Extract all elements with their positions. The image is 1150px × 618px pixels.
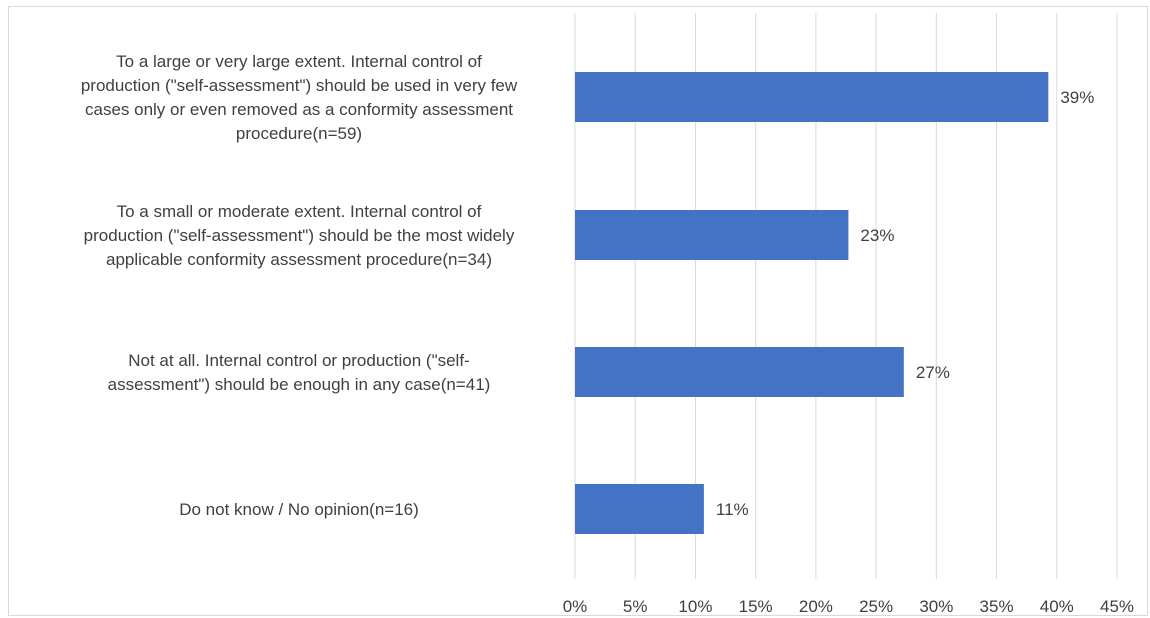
x-axis-tick-labels: 0% 5% 10% 15% 20% 25% 30% 35% 40% 45% (563, 597, 1134, 616)
category-label-line: assessment") should be enough in any cas… (108, 375, 491, 394)
bar-2 (575, 347, 904, 397)
category-label-0: To a large or very large extent. Interna… (81, 52, 518, 143)
category-label-line: production ("self-assessment") should be… (81, 76, 518, 95)
bar-3 (575, 484, 704, 534)
category-label-2: Not at all. Internal control or producti… (108, 351, 491, 394)
category-labels: To a large or very large extent. Interna… (81, 52, 518, 519)
x-tick-label: 30% (919, 597, 953, 616)
data-label-2: 27% (916, 363, 950, 382)
data-label-0: 39% (1060, 88, 1094, 107)
data-labels: 39% 23% 27% 11% (716, 88, 1095, 519)
x-tick-label: 40% (1040, 597, 1074, 616)
x-tick-label: 10% (678, 597, 712, 616)
data-label-1: 23% (860, 226, 894, 245)
x-tick-label: 15% (739, 597, 773, 616)
chart-frame: To a large or very large extent. Interna… (8, 6, 1148, 616)
x-tick-label: 25% (859, 597, 893, 616)
category-label-line: Not at all. Internal control or producti… (128, 351, 469, 370)
category-label-line: procedure(n=59) (236, 124, 362, 143)
category-label-line: To a large or very large extent. Interna… (116, 52, 482, 71)
x-tick-label: 35% (980, 597, 1014, 616)
x-tick-label: 45% (1100, 597, 1134, 616)
x-tick-label: 0% (563, 597, 588, 616)
category-label-line: To a small or moderate extent. Internal … (117, 202, 482, 221)
category-label-1: To a small or moderate extent. Internal … (84, 202, 515, 269)
bar-0 (575, 72, 1049, 122)
category-label-3: Do not know / No opinion(n=16) (179, 500, 419, 519)
category-label-line: applicable conformity assessment procedu… (106, 250, 492, 269)
bar-1 (575, 210, 849, 260)
bars (575, 72, 1049, 534)
x-tick-label: 20% (799, 597, 833, 616)
category-label-line: production ("self-assessment") should be… (84, 226, 515, 245)
data-label-3: 11% (716, 500, 749, 519)
x-tick-label: 5% (623, 597, 648, 616)
category-label-line: Do not know / No opinion(n=16) (179, 500, 419, 519)
bar-chart: To a large or very large extent. Interna… (81, 13, 1134, 616)
category-label-line: cases only or even removed as a conformi… (85, 100, 513, 119)
